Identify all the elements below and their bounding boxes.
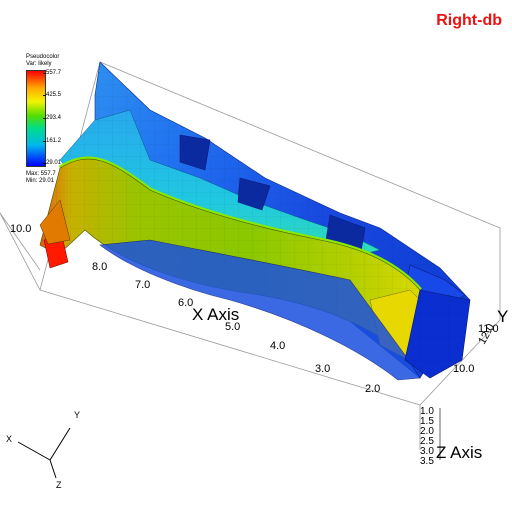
triad-z-label: Z	[56, 480, 62, 490]
y-axis-title: Y	[497, 307, 508, 326]
x-tick-label: 3.0	[315, 363, 330, 375]
legend-title: Pseudocolor Var: likely	[26, 54, 60, 67]
y-tick-label: 10.0	[453, 363, 474, 375]
z-tick-label: 3.5	[420, 456, 434, 467]
x-tick-label: 4.0	[270, 340, 285, 352]
z-axis-title: Z Axis	[436, 443, 482, 462]
triad-y-label: Y	[74, 410, 80, 420]
triad-x-label: X	[6, 434, 12, 444]
z-tick-label: 1.5	[420, 416, 434, 427]
z-tick-label: 3.0	[420, 446, 434, 457]
x-axis-ticks: 10.0 8.0 7.0 6.0 5.0 4.0 3.0 2.0	[10, 223, 380, 395]
x-axis-title: X Axis	[192, 305, 239, 324]
legend-tick: 161.2	[42, 138, 62, 144]
z-tick-label: 2.0	[420, 426, 434, 437]
surface-underside	[99, 239, 421, 381]
legend-min: Min: 29.01	[26, 178, 55, 184]
x-tick-label: 7.0	[135, 279, 150, 291]
z-axis-ticks: 1.0 1.5 2.0 2.5 3.0 3.5	[420, 406, 434, 467]
x-tick-label: 2.0	[365, 383, 380, 395]
legend-tick: 293.4	[42, 115, 62, 121]
color-legend: Pseudocolor Var: likely 557.7 425.5 293.4…	[26, 54, 106, 194]
z-tick-label: 1.0	[420, 406, 434, 417]
axis-triad: Y X Z	[6, 410, 80, 490]
x-tick-label: 10.0	[10, 223, 31, 235]
x-tick-label: 6.0	[178, 297, 193, 309]
legend-max: Max: 557.7	[26, 171, 56, 177]
database-label: Right-db	[436, 12, 502, 29]
x-tick-label: 8.0	[92, 261, 107, 273]
legend-tick: 557.7	[42, 70, 62, 76]
x-tick-label: 5.0	[225, 321, 240, 333]
z-tick-label: 2.5	[420, 436, 434, 447]
y-tick-label: 11.0	[478, 323, 499, 335]
legend-tick: 29.01	[42, 160, 62, 166]
legend-tick: 425.5	[42, 92, 62, 98]
